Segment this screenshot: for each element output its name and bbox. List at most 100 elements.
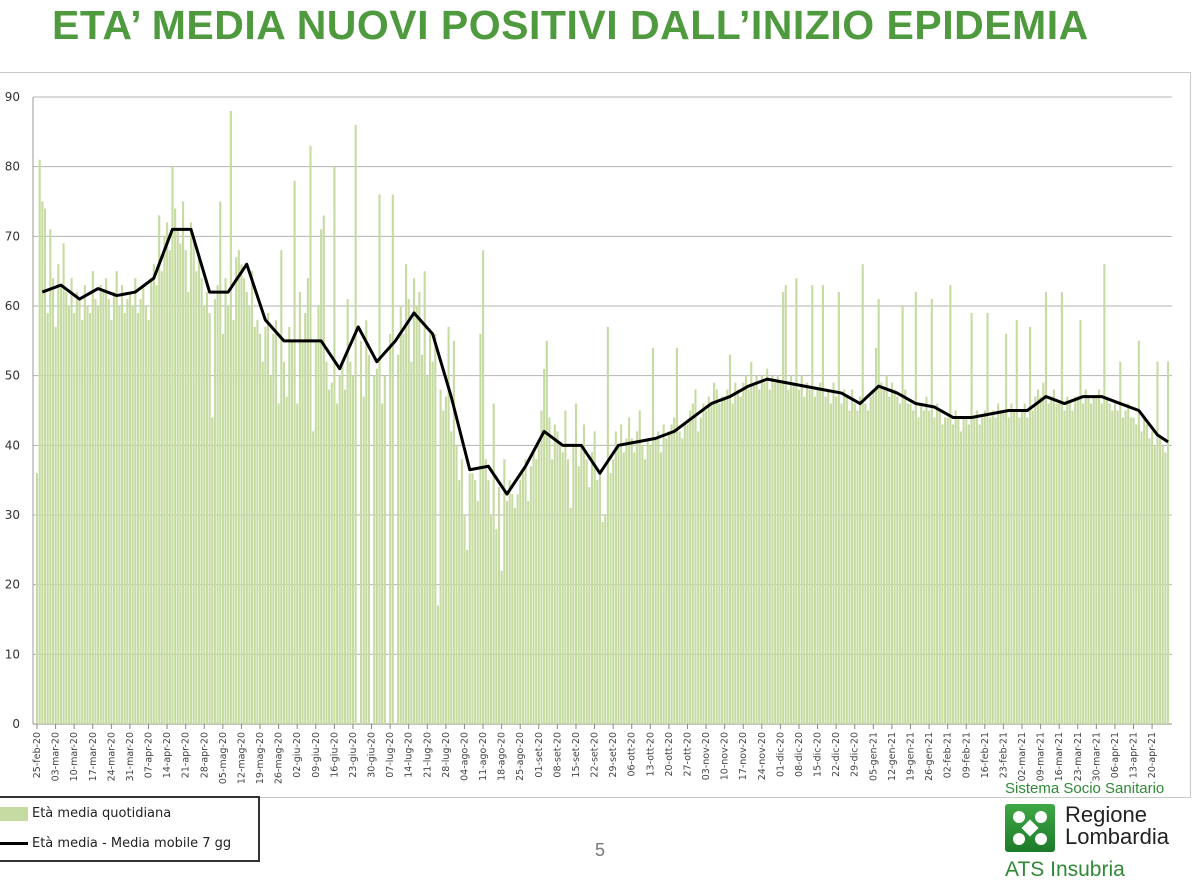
bar xyxy=(930,299,933,724)
bar xyxy=(346,299,349,724)
bar xyxy=(792,382,795,724)
bar xyxy=(487,480,490,724)
bar xyxy=(497,487,501,724)
bar xyxy=(197,257,201,724)
bar xyxy=(662,424,665,724)
bar xyxy=(1042,382,1045,724)
bar xyxy=(410,361,413,724)
bar xyxy=(938,410,941,724)
bar xyxy=(1050,396,1053,724)
bar xyxy=(973,417,976,724)
bar xyxy=(620,424,623,724)
bar xyxy=(134,278,137,724)
bar xyxy=(1143,417,1146,724)
x-tick-label: 10-nov-20 xyxy=(720,732,731,780)
bar xyxy=(736,389,740,724)
bar xyxy=(495,528,498,724)
bar xyxy=(633,452,636,724)
bar xyxy=(182,201,185,724)
x-tick-label: 23-giu-20 xyxy=(348,732,359,778)
bar xyxy=(1031,410,1034,724)
bar xyxy=(1119,361,1122,724)
bar xyxy=(867,410,870,724)
bar xyxy=(155,285,158,724)
bar xyxy=(859,396,862,724)
bar xyxy=(636,431,639,724)
bar xyxy=(57,264,60,724)
bar xyxy=(601,521,604,724)
bar xyxy=(540,410,543,724)
bar xyxy=(553,424,556,724)
bar xyxy=(771,375,774,724)
bar xyxy=(797,389,801,724)
bar xyxy=(89,312,92,724)
bar xyxy=(1021,410,1024,724)
bar xyxy=(957,417,960,724)
bar xyxy=(341,361,344,724)
bar xyxy=(577,466,580,724)
bar xyxy=(219,201,222,724)
x-tick-label: 19-mag-20 xyxy=(255,732,266,784)
bar xyxy=(269,375,272,724)
bar xyxy=(1164,452,1167,724)
bar xyxy=(1010,403,1013,724)
y-tick-label: 10 xyxy=(5,647,20,661)
bar xyxy=(593,431,596,724)
bar xyxy=(970,312,973,724)
bar xyxy=(800,375,803,724)
bar xyxy=(1124,410,1127,724)
bar xyxy=(898,403,901,724)
bar xyxy=(1018,417,1021,724)
legend: Età media quotidiana Età media - Media m… xyxy=(0,796,260,862)
bar xyxy=(277,403,280,724)
bar xyxy=(91,271,94,724)
x-tick-label: 31-mar-20 xyxy=(125,732,136,781)
bar xyxy=(397,354,400,724)
bar xyxy=(851,389,854,724)
bar xyxy=(97,306,100,724)
bar xyxy=(1076,396,1079,724)
x-tick-label: 25-ago-20 xyxy=(515,732,526,781)
bar xyxy=(235,257,238,724)
bar xyxy=(805,382,809,724)
bar xyxy=(659,452,663,724)
bar xyxy=(160,271,163,724)
bar xyxy=(179,243,182,725)
bar xyxy=(62,243,65,725)
bar xyxy=(471,473,474,724)
bar xyxy=(843,389,846,724)
bar xyxy=(683,424,686,724)
bar xyxy=(367,354,370,724)
page-number: 5 xyxy=(595,840,606,860)
bar xyxy=(1028,326,1032,724)
bar xyxy=(673,417,676,724)
bar xyxy=(811,285,814,724)
bar xyxy=(731,403,734,724)
bar xyxy=(779,382,782,724)
bar xyxy=(864,403,867,724)
bar xyxy=(46,312,49,724)
bar xyxy=(1100,403,1103,724)
bar xyxy=(920,403,923,724)
bar xyxy=(195,271,198,724)
bar xyxy=(893,389,896,724)
bar xyxy=(936,403,939,724)
bar xyxy=(1167,361,1170,724)
x-tick-label: 27-ott-20 xyxy=(682,732,693,776)
bar xyxy=(657,431,660,724)
bar xyxy=(139,299,142,724)
bar xyxy=(790,375,793,724)
bar xyxy=(256,319,259,724)
bar xyxy=(508,480,511,724)
x-tick-label: 09-feb-21 xyxy=(961,732,972,778)
bar xyxy=(705,410,708,724)
bar xyxy=(458,480,461,724)
bar xyxy=(99,285,102,724)
bar xyxy=(373,375,376,724)
bar xyxy=(609,473,612,724)
bar xyxy=(460,459,463,724)
bar xyxy=(933,417,936,724)
bar xyxy=(38,159,41,724)
bar xyxy=(436,605,440,724)
bar xyxy=(144,306,147,724)
